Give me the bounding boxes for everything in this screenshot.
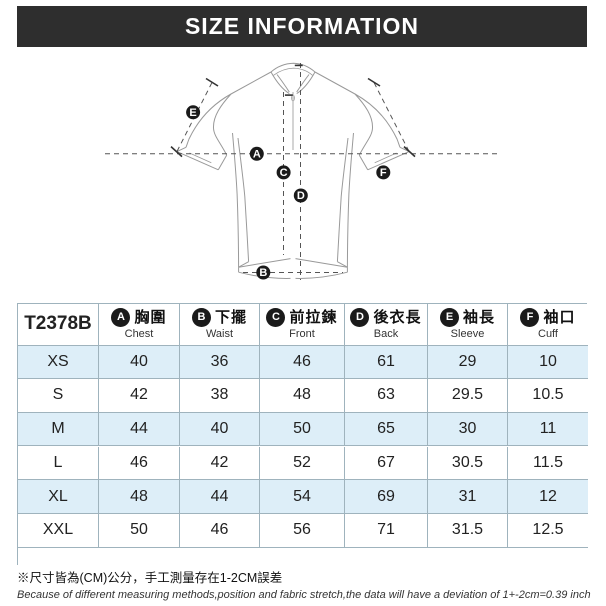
svg-text:B: B bbox=[259, 267, 267, 279]
svg-text:F: F bbox=[380, 167, 387, 179]
svg-text:D: D bbox=[297, 190, 305, 202]
svg-text:E: E bbox=[189, 107, 196, 119]
svg-text:C: C bbox=[280, 167, 288, 179]
svg-text:A: A bbox=[253, 148, 261, 160]
